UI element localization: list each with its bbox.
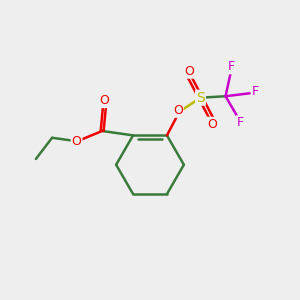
Text: O: O — [184, 65, 194, 78]
Text: O: O — [207, 118, 217, 131]
Text: F: F — [237, 116, 244, 129]
Text: F: F — [227, 60, 234, 73]
Text: F: F — [252, 85, 259, 98]
Text: O: O — [72, 135, 82, 148]
Text: S: S — [196, 91, 205, 105]
Text: O: O — [173, 104, 183, 117]
Text: O: O — [100, 94, 110, 107]
